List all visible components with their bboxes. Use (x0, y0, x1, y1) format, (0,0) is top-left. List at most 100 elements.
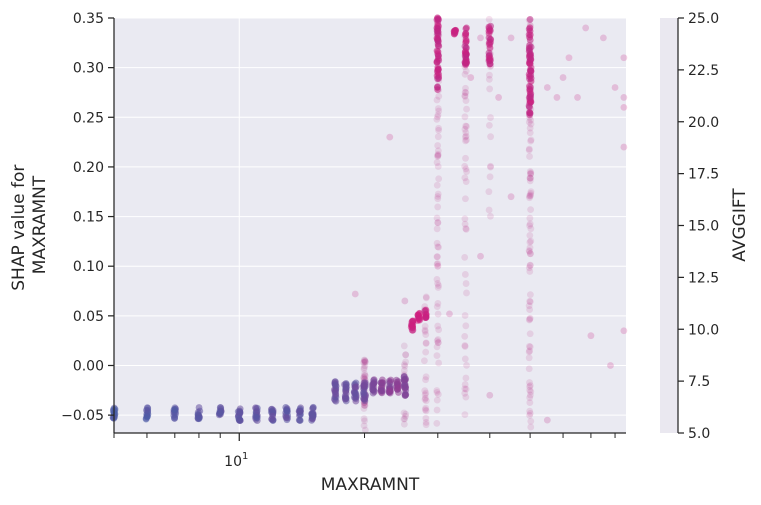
scatter-point (507, 34, 515, 42)
scatter-point (378, 380, 386, 388)
scatter-point (477, 34, 484, 42)
scatter-point (543, 84, 551, 91)
scatter-point (526, 314, 534, 322)
scatter-point (422, 340, 430, 347)
scatter-point (332, 390, 339, 398)
scatter-point (526, 168, 534, 175)
scatter-point (361, 372, 368, 380)
scatter-point (401, 362, 409, 370)
scatter-point (408, 321, 416, 329)
scatter-point (434, 336, 442, 343)
colorbar-tick-label: 10.0 (688, 322, 719, 338)
scatter-point (526, 409, 534, 417)
scatter-point (461, 385, 469, 393)
scatter-point (352, 383, 360, 391)
scatter-point (433, 214, 441, 222)
scatter-point (462, 30, 470, 38)
scatter-point (422, 331, 430, 339)
scatter-point (393, 378, 401, 386)
scatter-point (422, 348, 430, 356)
scatter-point (394, 384, 402, 392)
scatter-point (461, 125, 469, 133)
scatter-point (422, 389, 430, 397)
scatter-point (433, 96, 441, 104)
scatter-point (236, 417, 244, 424)
scatter-point (461, 355, 469, 363)
scatter-point (462, 195, 469, 203)
scatter-point (486, 85, 494, 93)
scatter-point (402, 384, 409, 391)
scatter-point (462, 225, 470, 232)
scatter-point (434, 260, 442, 267)
scatter-point (433, 303, 441, 311)
scatter-point (433, 337, 441, 345)
scatter-point (461, 411, 469, 419)
scatter-point (422, 414, 430, 422)
scatter-point (526, 192, 534, 200)
y-axis-label-line-1: SHAP value for (9, 165, 29, 291)
scatter-point (433, 34, 441, 42)
scatter-point (360, 422, 368, 430)
scatter-point (507, 193, 515, 201)
scatter-point (462, 67, 470, 75)
scatter-point (526, 383, 533, 391)
scatter-point (433, 396, 441, 404)
scatter-point (559, 74, 567, 81)
scatter-point (526, 343, 534, 351)
scatter-point (462, 132, 470, 140)
scatter-point (422, 421, 430, 429)
scatter-point (526, 297, 534, 305)
scatter-point (599, 34, 607, 42)
y-axis-label: SHAP value for MAXRAMNT (9, 159, 50, 290)
scatter-point (525, 247, 533, 255)
y-tick-label: 0.25 (73, 110, 104, 126)
scatter-point (485, 30, 493, 37)
scatter-point (172, 410, 179, 418)
scatter-point (351, 290, 359, 298)
scatter-point (434, 150, 442, 158)
colorbar-tick-label: 7.5 (688, 374, 710, 390)
scatter-point (342, 395, 350, 402)
scatter-point (486, 54, 494, 62)
scatter-point (462, 154, 469, 162)
scatter-point (421, 396, 429, 403)
scatter-point (387, 387, 394, 395)
colorbar-tick-label: 20.0 (688, 115, 719, 131)
scatter-point (400, 415, 408, 423)
scatter-point (527, 417, 535, 425)
scatter-point (462, 25, 470, 33)
scatter-point (421, 387, 429, 395)
scatter-point (486, 391, 494, 399)
scatter-point (526, 177, 534, 185)
scatter-point (236, 409, 244, 416)
scatter-point (462, 178, 470, 185)
scatter-point (527, 170, 534, 178)
scatter-point (216, 409, 224, 417)
scatter-point (461, 312, 469, 319)
scatter-point (462, 89, 470, 97)
scatter-point (486, 173, 494, 181)
scatter-point (434, 300, 442, 307)
scatter-point (461, 220, 469, 228)
scatter-point (434, 113, 441, 121)
scatter-point (527, 67, 535, 75)
scatter-point (434, 105, 442, 112)
scatter-point (434, 147, 442, 155)
scatter-point (435, 243, 442, 251)
scatter-point (525, 47, 533, 55)
scatter-point (109, 414, 117, 421)
scatter-point (461, 342, 469, 349)
scatter-point (434, 262, 442, 270)
scatter-point (607, 362, 614, 369)
scatter-point (487, 114, 494, 121)
scatter-point (526, 386, 534, 394)
scatter-point (402, 351, 410, 359)
scatter-point (463, 136, 470, 144)
scatter-point (401, 297, 409, 305)
scatter-point (525, 118, 533, 126)
scatter-point (485, 188, 493, 196)
scatter-point (487, 163, 494, 171)
scatter-point (435, 92, 443, 100)
scatter-point (526, 111, 533, 119)
